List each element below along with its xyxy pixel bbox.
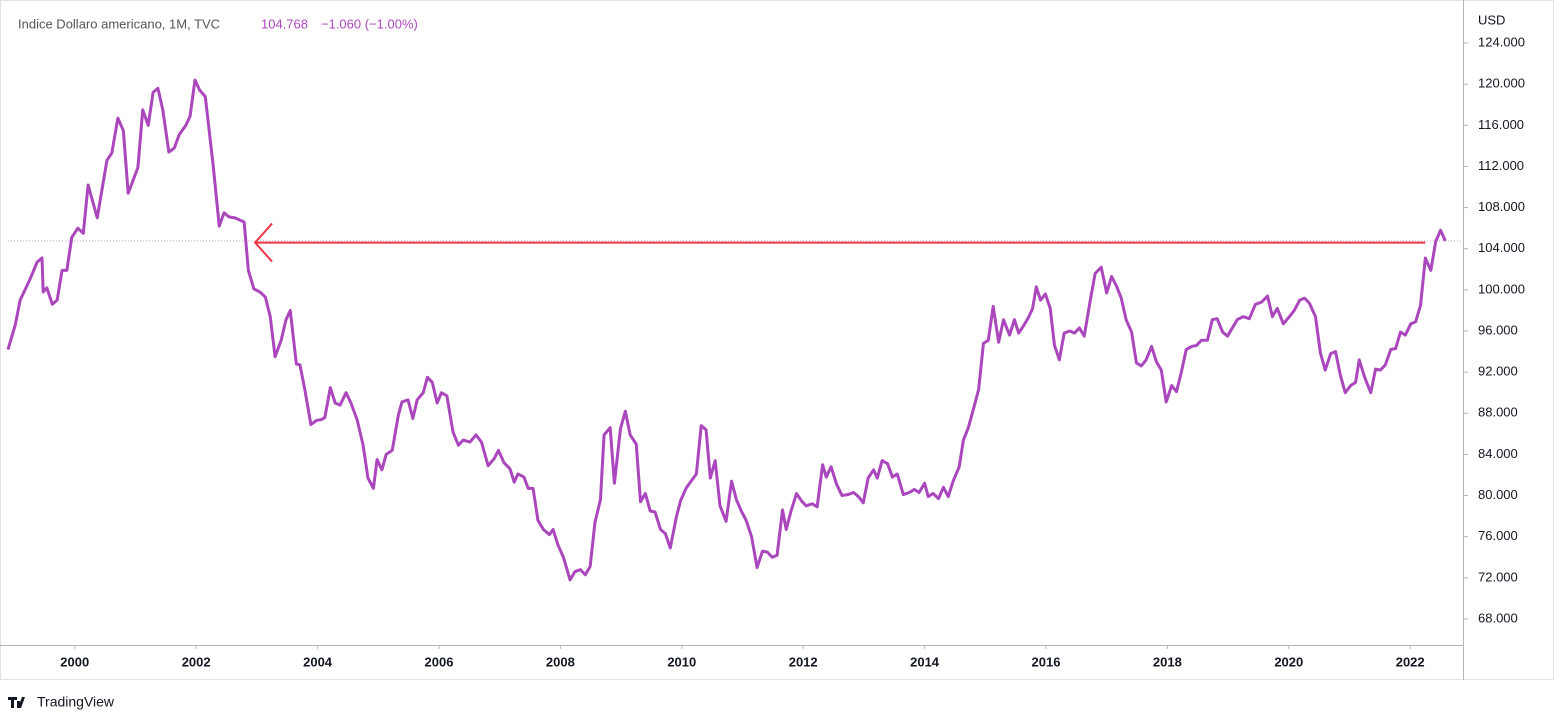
price-change: −1.060 (−1.00%) xyxy=(321,16,418,31)
y-tick-label: 116.000 xyxy=(1478,117,1524,132)
y-tick-label: 108.000 xyxy=(1478,199,1525,214)
brand-logo xyxy=(8,697,25,708)
y-tick-label: 76.000 xyxy=(1478,528,1518,543)
y-tick-label: 84.000 xyxy=(1478,446,1518,461)
x-tick-label: 2004 xyxy=(303,654,333,669)
x-tick-label: 2014 xyxy=(910,654,940,669)
y-tick-label: 120.000 xyxy=(1478,76,1525,91)
y-tick-label: 92.000 xyxy=(1478,364,1518,379)
y-tick-label: 88.000 xyxy=(1478,405,1518,420)
y-tick-label: 72.000 xyxy=(1478,569,1518,584)
y-tick-label: 68.000 xyxy=(1478,610,1518,625)
brand: TradingView xyxy=(37,694,115,710)
x-tick-label: 2010 xyxy=(667,654,696,669)
y-tick-label: 112.000 xyxy=(1478,158,1524,173)
y-tick-label: 80.000 xyxy=(1478,487,1518,502)
y-tick-label: 100.000 xyxy=(1478,281,1525,296)
y-tick-label: 104.000 xyxy=(1478,240,1525,255)
x-tick-label: 2006 xyxy=(425,654,454,669)
arrow-head xyxy=(253,222,273,263)
x-tick-label: 2012 xyxy=(789,654,818,669)
x-tick-label: 2016 xyxy=(1032,654,1061,669)
symbol-title: Indice Dollaro americano, 1M, TVC xyxy=(18,16,220,31)
x-tick-label: 2008 xyxy=(546,654,575,669)
x-tick-label: 2000 xyxy=(60,654,89,669)
x-tick-label: 2022 xyxy=(1396,654,1425,669)
price: 104.768 xyxy=(261,16,308,31)
series-line xyxy=(6,78,1447,582)
x-tick-label: 2020 xyxy=(1274,654,1303,669)
x-tick-label: 2018 xyxy=(1153,654,1182,669)
frame xyxy=(0,0,1554,680)
axis-unit: USD xyxy=(1478,12,1505,27)
y-tick-label: 96.000 xyxy=(1478,322,1518,337)
x-tick-label: 2002 xyxy=(182,654,211,669)
y-tick-label: 124.000 xyxy=(1478,34,1525,49)
